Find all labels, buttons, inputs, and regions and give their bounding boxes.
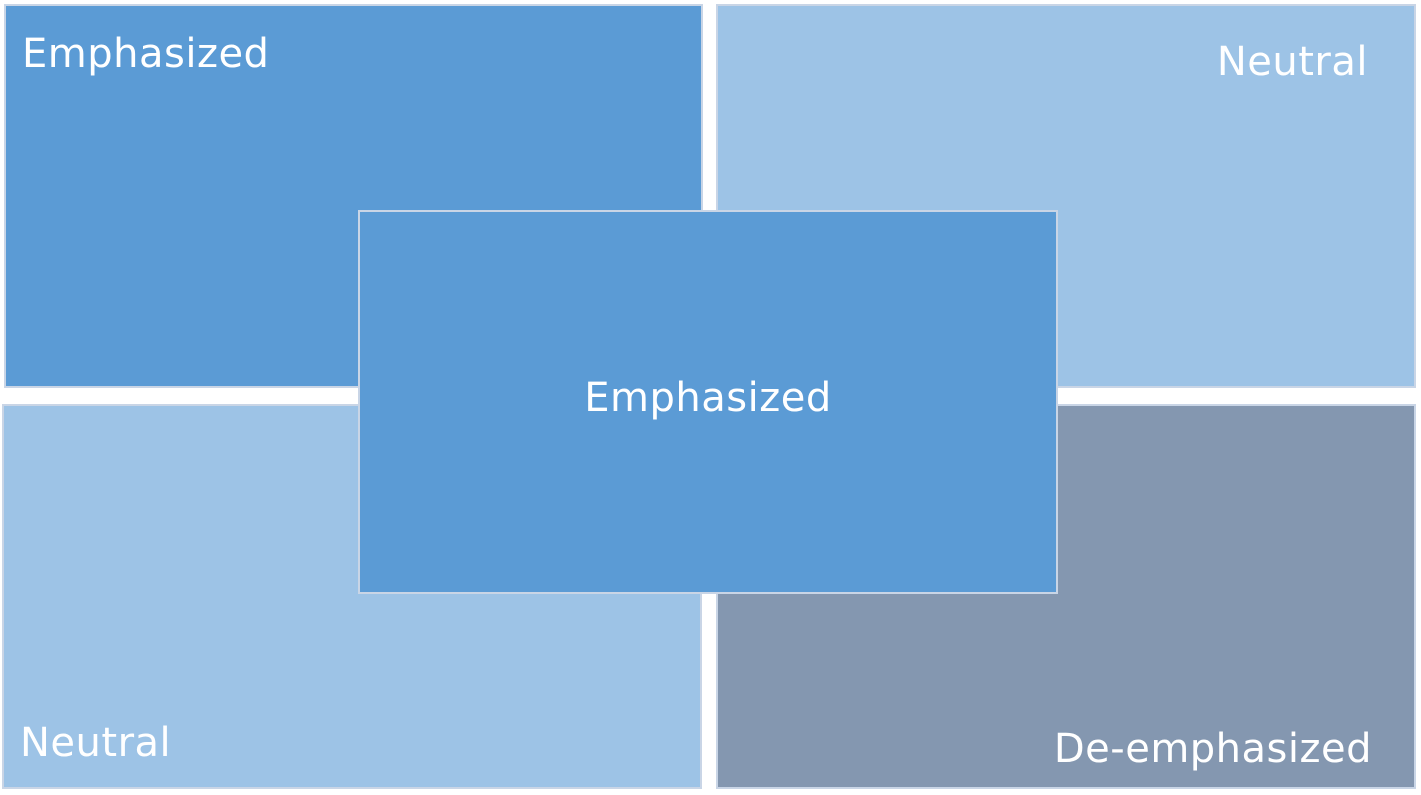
center-box: Emphasized (358, 210, 1058, 594)
quadrant-top-left-label: Emphasized (22, 31, 270, 77)
quadrant-bottom-right: De-emphasized (716, 404, 1416, 789)
quadrant-bottom-right-label: De-emphasized (1053, 726, 1372, 772)
quadrant-bottom-left-label: Neutral (20, 720, 172, 766)
center-box-label: Emphasized (584, 375, 832, 421)
quadrant-top-left: Emphasized (4, 4, 703, 388)
quadrant-top-right: Neutral (716, 4, 1416, 388)
quadrant-top-right-label: Neutral (1216, 39, 1368, 85)
